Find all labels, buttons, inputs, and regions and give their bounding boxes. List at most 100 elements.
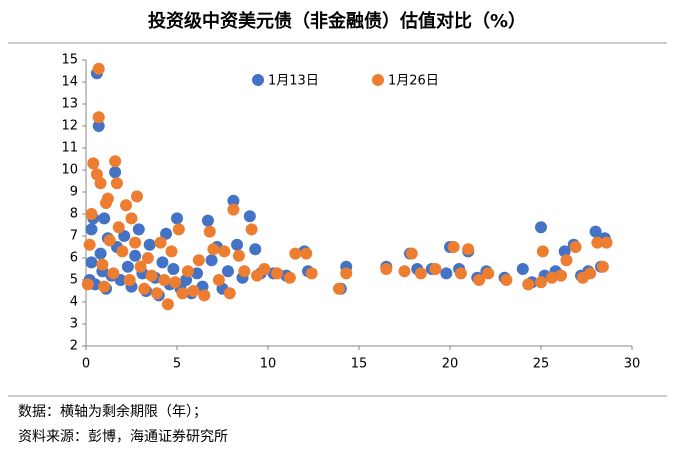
- point: [545, 271, 558, 284]
- x-tick-label: 25: [533, 357, 550, 372]
- point: [92, 111, 105, 124]
- point: [92, 120, 105, 132]
- point: [161, 298, 174, 311]
- point: [429, 263, 442, 275]
- y-tick-label: 13: [61, 97, 78, 112]
- point: [98, 280, 111, 293]
- point: [201, 214, 214, 227]
- point: [289, 247, 302, 260]
- point: [203, 225, 216, 238]
- point: [243, 210, 256, 223]
- point: [172, 223, 185, 236]
- point: [522, 278, 535, 291]
- point: [156, 256, 169, 269]
- point: [109, 155, 122, 168]
- point: [238, 265, 251, 278]
- point: [138, 282, 151, 295]
- chart-title: 投资级中资美元债（非金融债）估值对比（%）: [148, 10, 526, 32]
- note: 数据：横轴为剩余期限（年）；: [18, 403, 207, 420]
- point: [223, 287, 236, 300]
- point: [596, 260, 609, 273]
- point: [125, 212, 138, 225]
- point: [85, 256, 98, 269]
- point: [245, 223, 258, 236]
- point: [340, 267, 353, 280]
- legend-label: 1月13日: [268, 74, 319, 89]
- point: [94, 247, 107, 260]
- point: [398, 265, 411, 278]
- point: [154, 236, 167, 249]
- point: [169, 276, 182, 289]
- point: [141, 252, 154, 264]
- y-tick-label: 3: [70, 317, 78, 332]
- point: [143, 238, 156, 251]
- y-tick-label: 10: [61, 163, 78, 178]
- y-tick-label: 5: [70, 273, 78, 288]
- point: [332, 282, 345, 295]
- point: [218, 245, 231, 258]
- point: [85, 223, 98, 236]
- x-tick-label: 30: [624, 357, 641, 372]
- point: [589, 225, 602, 238]
- x-tick-label: 5: [173, 357, 181, 372]
- point: [121, 260, 134, 273]
- point: [227, 194, 240, 207]
- point: [181, 265, 194, 278]
- point: [112, 221, 125, 234]
- x-tick-label: 0: [82, 357, 90, 372]
- point: [123, 274, 136, 286]
- point: [92, 62, 105, 75]
- x-tick-label: 20: [442, 357, 459, 372]
- point: [134, 260, 147, 273]
- point: [171, 212, 183, 225]
- point: [176, 287, 189, 300]
- point: [132, 223, 145, 236]
- point: [187, 285, 200, 297]
- point: [591, 236, 604, 249]
- point: [110, 177, 123, 190]
- point: [380, 263, 393, 275]
- point: [231, 238, 244, 251]
- point: [569, 241, 582, 253]
- y-tick-label: 11: [61, 141, 78, 156]
- point: [165, 245, 178, 258]
- legend-marker: [252, 74, 264, 86]
- point: [516, 263, 529, 275]
- point: [129, 236, 142, 249]
- point: [212, 274, 225, 286]
- point: [150, 287, 163, 300]
- point: [305, 267, 318, 280]
- point: [107, 267, 120, 280]
- y-tick-label: 4: [70, 295, 78, 310]
- point: [271, 267, 284, 280]
- y-tick-label: 15: [61, 53, 78, 68]
- point: [600, 236, 613, 249]
- point: [535, 221, 547, 234]
- point: [87, 157, 100, 170]
- point: [167, 263, 180, 275]
- point: [405, 247, 418, 260]
- point: [232, 249, 245, 262]
- point: [454, 267, 467, 280]
- point: [227, 203, 240, 216]
- point: [118, 230, 131, 242]
- point: [462, 243, 475, 256]
- point: [536, 245, 549, 258]
- point: [414, 267, 427, 280]
- point: [130, 190, 143, 203]
- point: [584, 267, 597, 280]
- point: [221, 265, 234, 278]
- point: [482, 267, 495, 280]
- point: [109, 166, 122, 179]
- point: [120, 199, 133, 212]
- point: [129, 249, 142, 262]
- y-tick-label: 14: [61, 75, 78, 90]
- point: [191, 267, 204, 280]
- point: [207, 243, 220, 256]
- point: [500, 274, 513, 286]
- legend-label: 1月26日: [388, 74, 439, 89]
- point: [85, 208, 98, 220]
- point: [447, 241, 460, 253]
- point: [300, 247, 313, 260]
- point: [81, 278, 94, 291]
